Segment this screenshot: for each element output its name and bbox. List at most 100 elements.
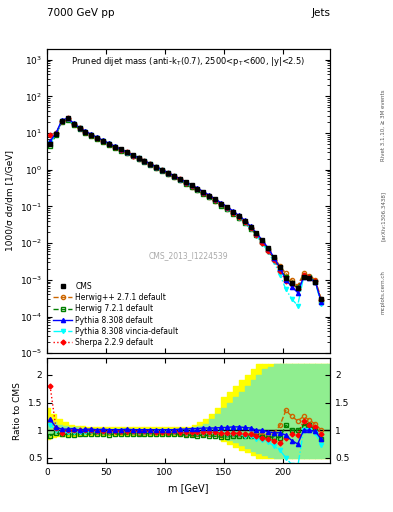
Herwig 7.2.1 default — [301, 272, 306, 279]
Text: 7000 GeV pp: 7000 GeV pp — [47, 8, 115, 18]
CMS — [95, 135, 100, 141]
Sherpa 2.2.9 default — [83, 129, 88, 135]
Herwig 7.2.1 default — [254, 231, 259, 238]
Sherpa 2.2.9 default — [237, 214, 241, 220]
Pythia 8.308 default — [289, 284, 294, 290]
Herwig++ 2.7.1 default — [107, 141, 112, 147]
Sherpa 2.2.9 default — [160, 167, 165, 173]
Pythia 8.308 vincia-default — [225, 205, 230, 211]
Herwig++ 2.7.1 default — [154, 164, 159, 170]
Pythia 8.308 vincia-default — [207, 194, 212, 200]
Text: Pruned dijet mass (anti-k$_\mathrm{T}$(0.7), 2500<p$_\mathrm{T}$<600, |y|<2.5): Pruned dijet mass (anti-k$_\mathrm{T}$(0… — [72, 55, 306, 68]
Sherpa 2.2.9 default — [189, 183, 194, 189]
Herwig++ 2.7.1 default — [296, 283, 300, 289]
Herwig 7.2.1 default — [95, 136, 100, 142]
CMS — [72, 121, 76, 127]
CMS — [89, 132, 94, 138]
Sherpa 2.2.9 default — [272, 258, 277, 264]
Pythia 8.308 default — [195, 185, 200, 191]
Pythia 8.308 default — [48, 138, 53, 144]
CMS — [319, 296, 324, 302]
CMS — [248, 224, 253, 230]
Line: Herwig++ 2.7.1 default: Herwig++ 2.7.1 default — [48, 117, 323, 301]
Pythia 8.308 vincia-default — [160, 167, 165, 174]
Herwig++ 2.7.1 default — [319, 296, 324, 302]
Sherpa 2.2.9 default — [213, 197, 218, 203]
CMS — [219, 201, 223, 207]
CMS — [160, 167, 165, 173]
Pythia 8.308 vincia-default — [272, 259, 277, 265]
Pythia 8.308 default — [95, 134, 100, 140]
CMS — [225, 204, 230, 210]
Herwig 7.2.1 default — [77, 126, 82, 132]
Sherpa 2.2.9 default — [89, 132, 94, 138]
Herwig++ 2.7.1 default — [60, 118, 64, 124]
Herwig++ 2.7.1 default — [230, 210, 235, 216]
Pythia 8.308 default — [307, 275, 312, 282]
Sherpa 2.2.9 default — [65, 115, 70, 121]
CMS — [289, 281, 294, 287]
Sherpa 2.2.9 default — [296, 286, 300, 292]
Herwig 7.2.1 default — [101, 139, 105, 145]
CMS — [307, 275, 312, 282]
Pythia 8.308 default — [172, 173, 176, 179]
Sherpa 2.2.9 default — [48, 132, 53, 138]
CMS — [130, 152, 135, 158]
Herwig++ 2.7.1 default — [125, 150, 129, 156]
CMS — [195, 186, 200, 192]
Pythia 8.308 vincia-default — [83, 129, 88, 135]
Herwig++ 2.7.1 default — [160, 167, 165, 174]
CMS — [284, 275, 288, 282]
Pythia 8.308 default — [101, 137, 105, 143]
Herwig 7.2.1 default — [113, 144, 118, 151]
Pythia 8.308 default — [77, 124, 82, 131]
Text: mcplots.cern.ch: mcplots.cern.ch — [381, 270, 386, 314]
CMS — [125, 149, 129, 155]
Pythia 8.308 default — [125, 149, 129, 155]
Herwig++ 2.7.1 default — [136, 156, 141, 162]
Herwig 7.2.1 default — [230, 210, 235, 217]
Herwig++ 2.7.1 default — [272, 254, 277, 261]
Sherpa 2.2.9 default — [148, 161, 152, 167]
CMS — [313, 279, 318, 285]
Herwig 7.2.1 default — [154, 165, 159, 171]
Pythia 8.308 default — [72, 120, 76, 126]
Herwig++ 2.7.1 default — [313, 277, 318, 283]
Pythia 8.308 default — [248, 223, 253, 229]
CMS — [189, 182, 194, 188]
Herwig++ 2.7.1 default — [172, 174, 176, 180]
Pythia 8.308 vincia-default — [89, 132, 94, 138]
Pythia 8.308 default — [60, 117, 64, 123]
Pythia 8.308 default — [148, 161, 152, 167]
Herwig++ 2.7.1 default — [95, 135, 100, 141]
Pythia 8.308 default — [254, 230, 259, 236]
CMS — [113, 143, 118, 150]
Pythia 8.308 vincia-default — [65, 116, 70, 122]
Pythia 8.308 default — [130, 152, 135, 158]
CMS — [296, 285, 300, 291]
Herwig 7.2.1 default — [60, 119, 64, 125]
Herwig++ 2.7.1 default — [189, 183, 194, 189]
CMS — [53, 131, 59, 137]
Sherpa 2.2.9 default — [130, 153, 135, 159]
Line: Pythia 8.308 vincia-default: Pythia 8.308 vincia-default — [48, 117, 323, 308]
Pythia 8.308 vincia-default — [125, 150, 129, 156]
Pythia 8.308 vincia-default — [48, 140, 53, 146]
Herwig++ 2.7.1 default — [225, 206, 230, 212]
Pythia 8.308 default — [89, 132, 94, 138]
Pythia 8.308 default — [183, 179, 188, 185]
Pythia 8.308 vincia-default — [254, 232, 259, 239]
Sherpa 2.2.9 default — [260, 240, 265, 246]
CMS — [207, 193, 212, 199]
Sherpa 2.2.9 default — [219, 201, 223, 207]
Herwig 7.2.1 default — [136, 156, 141, 162]
Pythia 8.308 default — [313, 279, 318, 285]
Herwig 7.2.1 default — [201, 190, 206, 197]
Pythia 8.308 default — [242, 217, 247, 223]
Pythia 8.308 vincia-default — [113, 144, 118, 150]
Herwig++ 2.7.1 default — [284, 270, 288, 276]
Pythia 8.308 default — [301, 274, 306, 280]
Sherpa 2.2.9 default — [225, 205, 230, 211]
Sherpa 2.2.9 default — [125, 150, 129, 156]
Herwig 7.2.1 default — [237, 215, 241, 221]
